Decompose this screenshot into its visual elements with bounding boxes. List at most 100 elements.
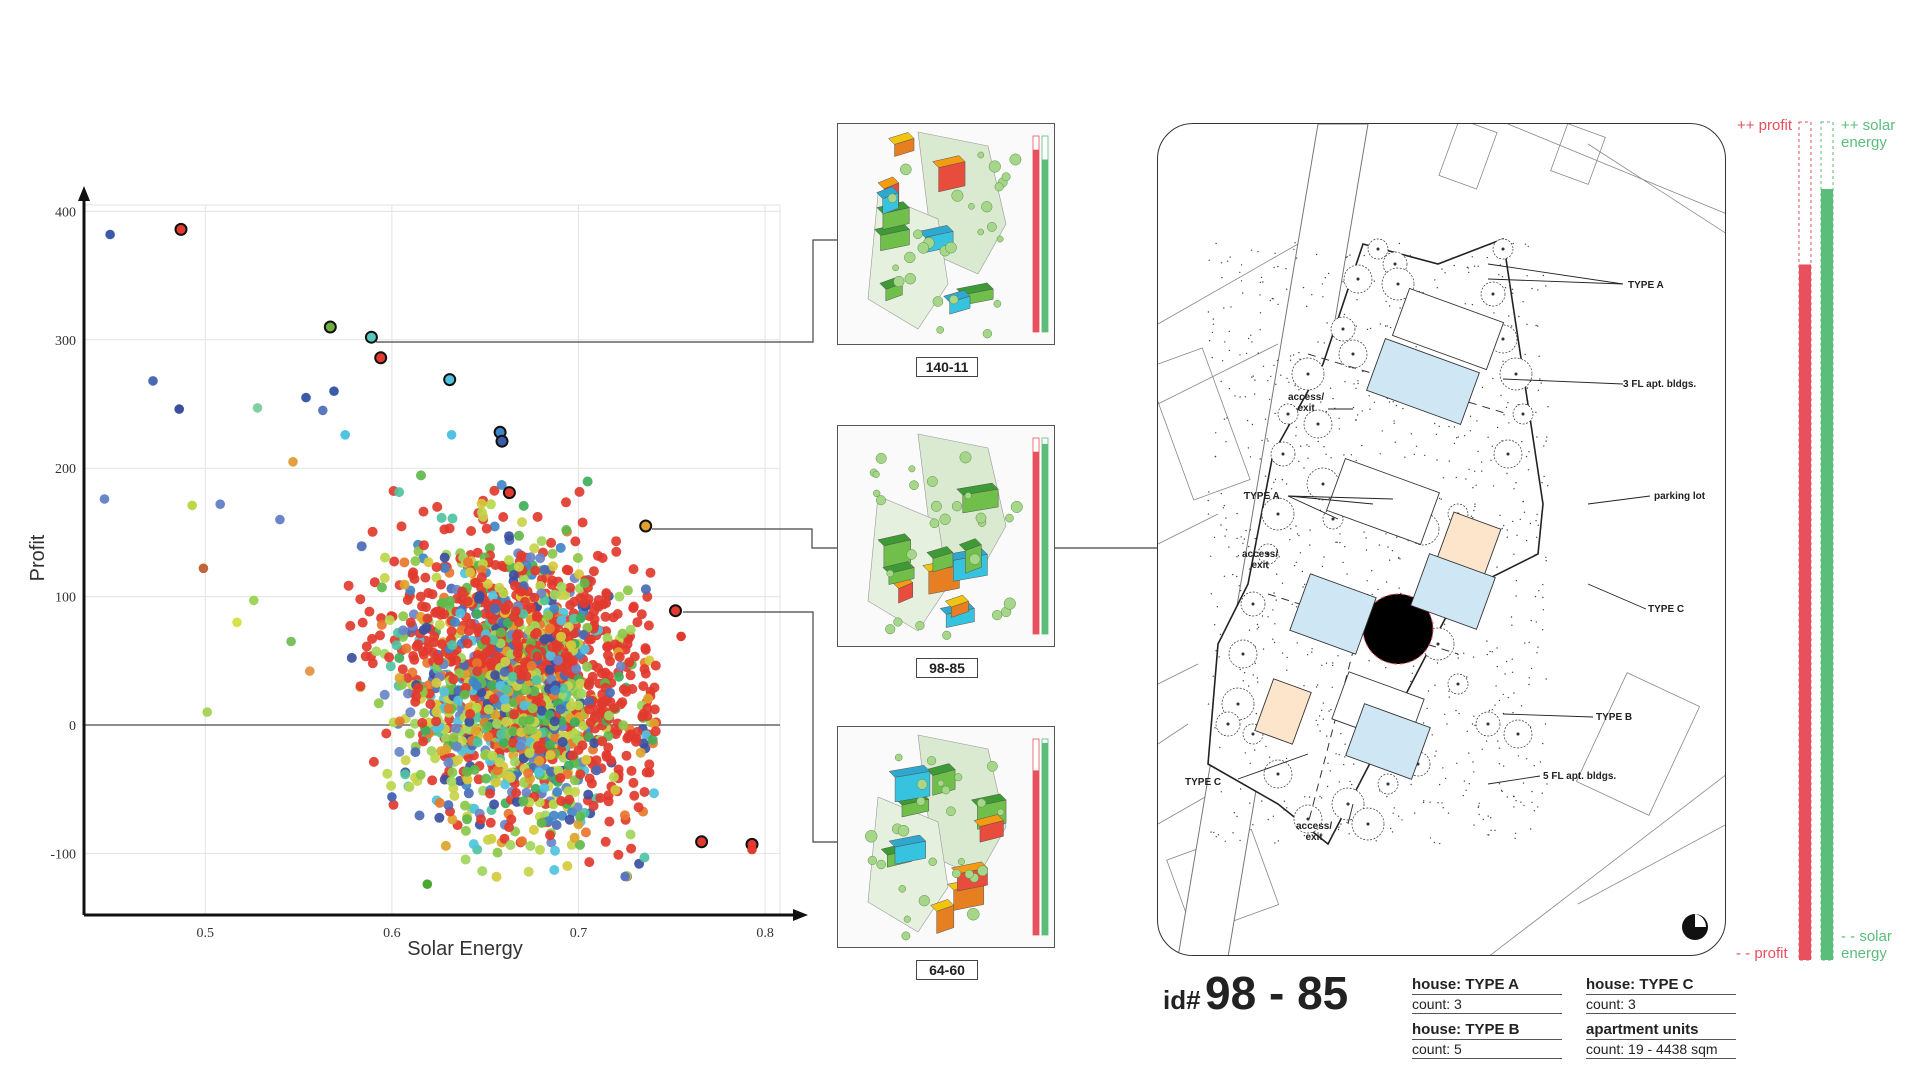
scatter-point <box>575 613 586 624</box>
x-tick-label: 0.5 <box>197 926 215 941</box>
scatter-point <box>556 615 567 626</box>
scatter-point <box>398 625 409 636</box>
scatter-point <box>367 526 378 537</box>
scatter-point <box>476 498 487 509</box>
scatter-point <box>563 632 574 643</box>
scatter-point <box>573 819 584 830</box>
scatter-point <box>518 609 529 620</box>
scatter-point <box>487 750 498 761</box>
scatter-point <box>496 480 507 490</box>
scatter-point <box>410 718 420 729</box>
thumbnail-label[interactable]: 98-85 <box>916 658 978 678</box>
scatter-point <box>510 756 520 767</box>
scatter-point <box>499 833 510 844</box>
scatter-point <box>628 564 639 575</box>
scatter-point <box>471 702 482 713</box>
scatter-point <box>588 800 599 811</box>
scatter-point <box>531 610 542 621</box>
scatter-point <box>632 617 643 628</box>
design-thumbnail[interactable] <box>837 425 1055 647</box>
scatter-point <box>621 686 632 697</box>
scatter-point <box>564 794 575 805</box>
y-axis-arrow-icon <box>78 186 90 201</box>
scatter-point <box>747 844 757 855</box>
scatter-point <box>446 430 457 440</box>
scatter-point <box>446 626 457 637</box>
scatter-point <box>569 596 580 607</box>
scatter-point <box>649 704 660 715</box>
scatter-point <box>444 523 455 534</box>
scatter-point <box>532 651 543 662</box>
scatter-point <box>600 667 611 678</box>
highlighted-point[interactable] <box>639 519 653 533</box>
scatter-point <box>545 830 555 841</box>
highlighted-point[interactable] <box>374 351 388 365</box>
scatter-point <box>469 764 480 775</box>
scatter-point <box>600 611 611 622</box>
scatter-point <box>439 686 450 697</box>
scatter-point <box>584 857 595 868</box>
design-thumbnail[interactable] <box>837 123 1055 345</box>
highlighted-point[interactable] <box>695 835 709 849</box>
scatter-point <box>628 777 639 788</box>
scatter-point <box>482 578 493 589</box>
scatter-point <box>530 783 541 794</box>
highlighted-point[interactable] <box>669 604 682 618</box>
scatter-point <box>419 540 429 551</box>
highlighted-point[interactable] <box>364 330 378 344</box>
thumbnail-label[interactable]: 140-11 <box>916 357 978 377</box>
scatter-point <box>625 670 636 681</box>
scatter-point <box>360 651 371 662</box>
scatter-point <box>474 593 484 604</box>
scatter-point <box>415 591 426 602</box>
highlighted-point[interactable] <box>323 320 337 334</box>
scatter-point <box>380 552 390 563</box>
scatter-point <box>417 717 428 728</box>
highlighted-point[interactable] <box>502 486 516 500</box>
scatter-point <box>409 654 420 665</box>
scatter-point <box>401 643 412 654</box>
scatter-point <box>645 567 656 578</box>
scatter-point <box>439 552 450 563</box>
scatter-point <box>462 774 473 785</box>
design-thumbnail[interactable] <box>837 726 1055 948</box>
scatter-point <box>569 832 580 843</box>
scatter-point <box>252 403 263 413</box>
scatter-point <box>447 814 458 825</box>
scatter-point <box>301 392 311 403</box>
scatter-point <box>524 714 535 725</box>
scatter-point <box>603 742 614 753</box>
highlighted-point[interactable] <box>495 434 509 448</box>
scatter-point <box>232 617 242 628</box>
scatter-point <box>318 405 328 416</box>
scatter-point <box>485 788 495 799</box>
mini-profit-bar <box>1033 770 1039 935</box>
scatter-point <box>581 754 592 765</box>
highlighted-point[interactable] <box>174 222 188 236</box>
highlighted-point[interactable] <box>443 373 457 387</box>
scatter-point <box>376 619 387 630</box>
scatter-point <box>595 793 606 803</box>
scatter-point <box>584 696 594 707</box>
scatter-point <box>500 779 511 790</box>
scatter-point <box>402 595 413 605</box>
scatter-point <box>488 634 499 645</box>
scatter-point <box>583 680 594 691</box>
scatter-point <box>482 721 493 732</box>
scatter-point <box>505 840 516 850</box>
scatter-point <box>418 506 429 517</box>
scatter-point <box>603 796 614 807</box>
scatter-point <box>571 663 582 674</box>
scatter-point <box>650 726 661 737</box>
scatter-point <box>423 557 434 568</box>
scatter-point <box>550 685 561 696</box>
scatter-point <box>507 671 518 682</box>
site-plan-drawing <box>1158 124 1725 955</box>
thumbnail-drawing <box>864 734 1049 941</box>
scatter-point <box>421 622 432 633</box>
thumbnail-label[interactable]: 64-60 <box>916 960 978 980</box>
scatter-point <box>394 746 405 757</box>
house-type-a-info: house: TYPE A count: 3 <box>1412 976 1562 1014</box>
mini-profit-bar <box>1033 451 1039 634</box>
scatter-point <box>488 694 499 704</box>
